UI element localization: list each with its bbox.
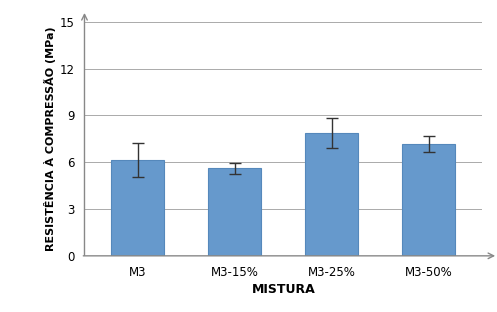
Bar bbox=[305, 133, 358, 256]
X-axis label: MISTURA: MISTURA bbox=[251, 283, 315, 296]
Bar bbox=[208, 168, 261, 256]
Bar bbox=[402, 144, 455, 256]
Bar bbox=[111, 160, 165, 256]
Y-axis label: RESISTÊNCIA À COMPRESSÃO (MPa): RESISTÊNCIA À COMPRESSÃO (MPa) bbox=[44, 27, 56, 251]
